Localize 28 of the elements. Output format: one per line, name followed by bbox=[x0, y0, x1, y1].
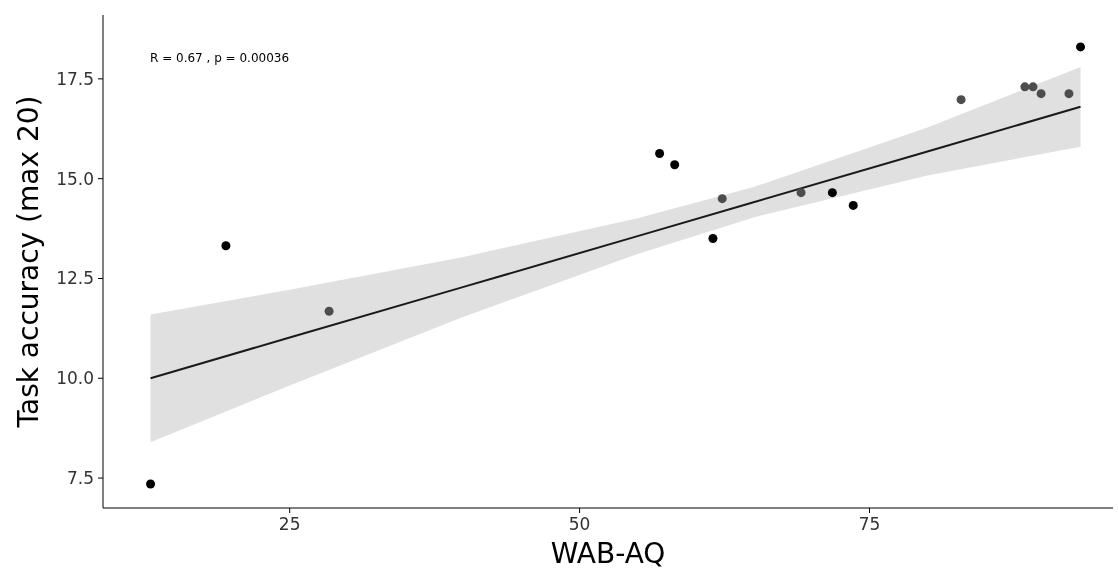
y-tick-label: 10.0 bbox=[56, 368, 94, 389]
point bbox=[1028, 82, 1038, 92]
point bbox=[1064, 89, 1074, 99]
y-tick-label: 7.5 bbox=[66, 468, 94, 489]
point bbox=[670, 160, 680, 170]
y-tick-label: 15.0 bbox=[56, 168, 94, 189]
point bbox=[1036, 89, 1046, 99]
point bbox=[708, 234, 718, 244]
line-series bbox=[149, 105, 1082, 380]
y-tick-label: 17.5 bbox=[56, 68, 94, 89]
point bbox=[1020, 82, 1030, 92]
point bbox=[324, 306, 334, 316]
x-axis-title: WAB-AQ bbox=[550, 537, 666, 569]
y-axis-title: Task accuracy (max 20) bbox=[12, 95, 45, 429]
point bbox=[848, 200, 858, 210]
point bbox=[655, 149, 665, 159]
y-tick-label: 12.5 bbox=[56, 268, 94, 289]
point bbox=[796, 188, 806, 198]
x-tick-label: 75 bbox=[858, 514, 881, 534]
point bbox=[1076, 42, 1086, 52]
point bbox=[146, 479, 156, 489]
point bbox=[717, 194, 727, 204]
x-tick-label: 25 bbox=[278, 514, 301, 534]
x-tick-label: 50 bbox=[568, 514, 591, 534]
annotation: R = 0.67 , p = 0.00036 bbox=[150, 51, 290, 65]
point bbox=[827, 188, 837, 198]
point bbox=[221, 241, 231, 251]
point bbox=[956, 95, 966, 105]
